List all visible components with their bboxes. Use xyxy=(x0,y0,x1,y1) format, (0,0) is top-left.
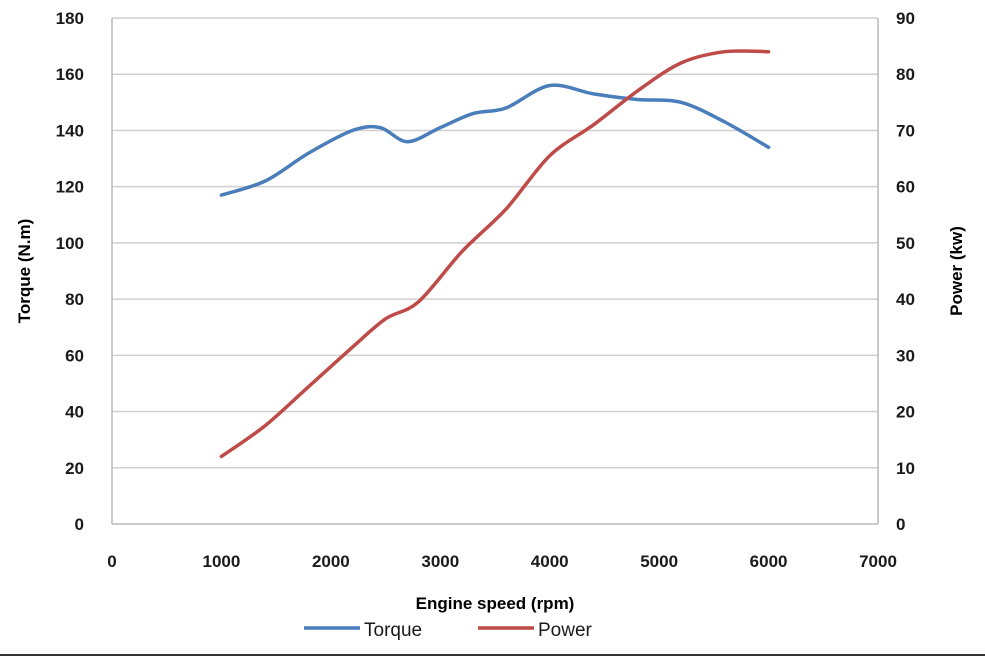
y-tick-label: 80 xyxy=(65,290,84,309)
y-tick-label: 160 xyxy=(56,65,84,84)
x-tick-label: 3000 xyxy=(421,552,459,571)
y2-axis-title: Power (kw) xyxy=(947,226,966,316)
y-tick-label: 140 xyxy=(56,121,84,140)
y-tick-label: 20 xyxy=(65,459,84,478)
x-tick-label: 6000 xyxy=(750,552,788,571)
x-tick-label: 1000 xyxy=(203,552,241,571)
x-tick-label: 0 xyxy=(107,552,116,571)
y2-tick-label: 30 xyxy=(896,346,915,365)
y2-tick-label: 20 xyxy=(896,403,915,422)
y2-tick-label: 10 xyxy=(896,459,915,478)
y-tick-label: 40 xyxy=(65,403,84,422)
x-tick-label: 4000 xyxy=(531,552,569,571)
gridlines xyxy=(112,17,878,469)
tick-labels: 0 20 40 60 80 100 120 140 160 180 0 10 20 30 40 50 60 70 8… xyxy=(56,9,915,571)
x-axis-title: Engine speed (rpm) xyxy=(416,594,575,613)
legend-label-power: Power xyxy=(538,620,593,641)
y-tick-label: 100 xyxy=(56,234,84,253)
y-tick-label: 120 xyxy=(56,178,84,197)
series-line-power xyxy=(219,49,771,459)
x-tick-label: 2000 xyxy=(312,552,350,571)
y2-tick-label: 50 xyxy=(896,234,915,253)
x-tick-label: 5000 xyxy=(640,552,678,571)
series-lines xyxy=(219,49,771,459)
y2-tick-label: 90 xyxy=(896,9,915,28)
y-tick-label: 60 xyxy=(65,346,84,365)
y-axis-title: Torque (N.m) xyxy=(15,219,34,324)
y-tick-label: 180 xyxy=(56,9,84,28)
series-line-torque xyxy=(219,83,771,197)
y2-tick-label: 60 xyxy=(896,178,915,197)
legend: Torque Power xyxy=(304,620,593,641)
y2-tick-label: 40 xyxy=(896,290,915,309)
x-tick-label: 7000 xyxy=(859,552,897,571)
y2-tick-label: 70 xyxy=(896,121,915,140)
legend-label-torque: Torque xyxy=(364,620,422,641)
y-tick-label: 0 xyxy=(75,515,84,534)
y2-tick-label: 0 xyxy=(896,515,905,534)
plot-frame xyxy=(111,18,879,525)
y2-tick-label: 80 xyxy=(896,65,915,84)
